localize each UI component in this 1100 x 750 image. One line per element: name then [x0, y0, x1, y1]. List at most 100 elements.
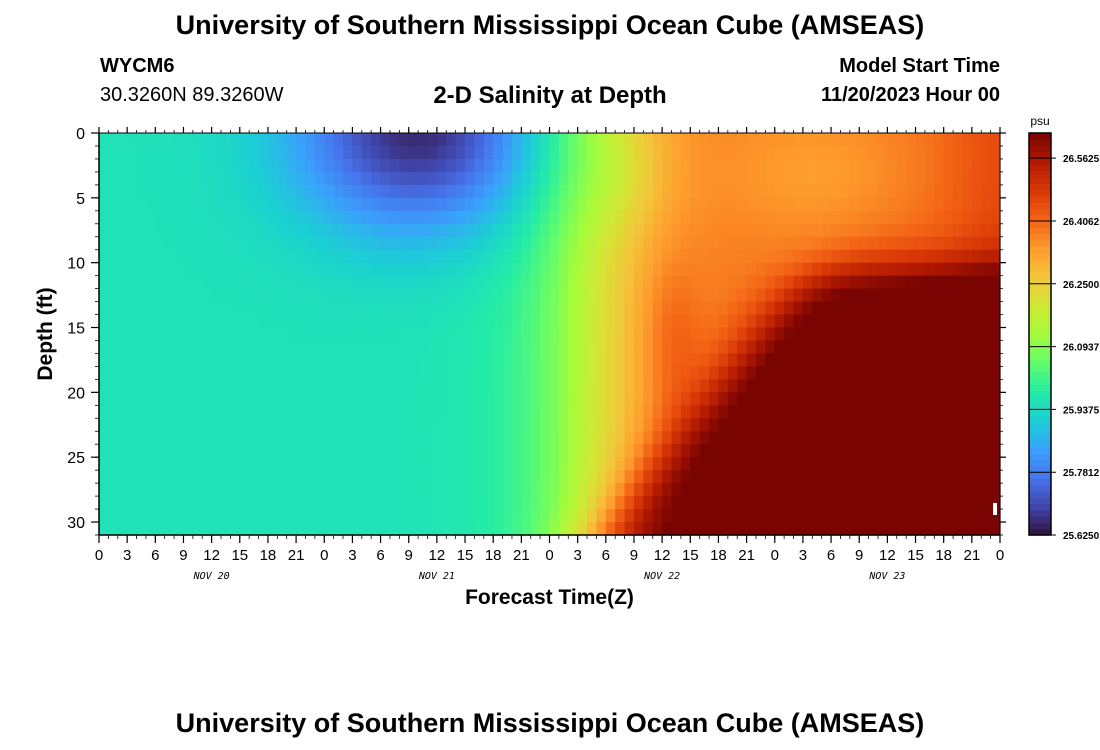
heatmap-cell — [896, 133, 907, 147]
heatmap-cell — [145, 418, 156, 432]
heatmap-cell — [624, 249, 635, 264]
heatmap-cell — [249, 457, 260, 471]
heatmap-cell — [727, 379, 738, 393]
heatmap-cell — [474, 145, 485, 160]
y-tick-label: 20 — [67, 385, 85, 402]
heatmap-cell — [915, 236, 926, 251]
heatmap-cell — [239, 509, 250, 523]
heatmap-cell — [962, 470, 973, 484]
heatmap-cell — [887, 522, 898, 536]
heatmap-cell — [765, 353, 776, 368]
heatmap-cell — [812, 392, 823, 406]
heatmap-cell — [202, 496, 213, 510]
heatmap-cell — [605, 379, 616, 393]
heatmap-cell — [915, 184, 926, 199]
heatmap-cell — [502, 327, 513, 342]
heatmap-cell — [821, 340, 832, 355]
heatmap-cell — [887, 444, 898, 458]
heatmap-cell — [502, 483, 513, 497]
heatmap-cell — [502, 353, 513, 368]
heatmap-cell — [981, 392, 992, 406]
heatmap-cell — [765, 457, 776, 471]
heatmap-cell — [887, 379, 898, 393]
x-tick-label: 0 — [95, 547, 103, 564]
heatmap-cell — [436, 210, 447, 225]
heatmap-cell — [136, 275, 147, 290]
heatmap-cell — [671, 327, 682, 342]
heatmap-cell — [784, 405, 795, 419]
heatmap-cell — [784, 483, 795, 497]
heatmap-cell — [418, 418, 429, 432]
heatmap-cell — [305, 379, 316, 393]
heatmap-cell — [361, 444, 372, 458]
heatmap-cell — [877, 405, 888, 419]
heatmap-cell — [624, 379, 635, 393]
heatmap-cell — [671, 340, 682, 355]
heatmap-cell — [746, 418, 757, 432]
heatmap-cell — [709, 145, 720, 160]
heatmap-cell — [155, 418, 166, 432]
heatmap-cell — [774, 444, 785, 458]
heatmap-cell — [361, 171, 372, 186]
heatmap-cell — [305, 522, 316, 536]
heatmap-cell — [408, 158, 419, 173]
heatmap-cell — [540, 184, 551, 199]
heatmap-cell — [305, 133, 316, 147]
heatmap-cell — [399, 184, 410, 199]
heatmap-cell — [192, 496, 203, 510]
heatmap-cell — [859, 301, 870, 316]
heatmap-cell — [868, 483, 879, 497]
heatmap-cell — [521, 314, 532, 329]
heatmap-cell — [953, 236, 964, 251]
heatmap-cell — [155, 405, 166, 419]
heatmap-cell — [371, 314, 382, 329]
heatmap-cell — [643, 236, 654, 251]
heatmap-cell — [418, 249, 429, 264]
heatmap-cell — [502, 392, 513, 406]
heatmap-cell — [859, 483, 870, 497]
heatmap-cell — [436, 522, 447, 536]
heatmap-cell — [868, 158, 879, 173]
heatmap-cell — [136, 210, 147, 225]
heatmap-cell — [221, 301, 231, 316]
heatmap-cell — [117, 145, 128, 160]
heatmap-cell — [596, 327, 607, 342]
heatmap-cell — [877, 171, 888, 186]
heatmap-cell — [277, 496, 288, 510]
heatmap-cell — [343, 340, 354, 355]
heatmap-cell — [643, 405, 654, 419]
heatmap-cell — [183, 133, 194, 147]
heatmap-cell — [924, 353, 935, 368]
heatmap-cell — [296, 249, 307, 264]
heatmap-cell — [746, 366, 757, 380]
heatmap-cell — [277, 184, 288, 199]
heatmap-cell — [286, 158, 297, 173]
heatmap-cell — [465, 392, 476, 406]
heatmap-cell — [849, 483, 860, 497]
heatmap-cell — [474, 496, 485, 510]
heatmap-cell — [812, 210, 823, 225]
heatmap-cell — [755, 236, 766, 251]
heatmap-cell — [718, 457, 729, 471]
heatmap-cell — [136, 314, 147, 329]
heatmap-cell — [164, 405, 175, 419]
heatmap-cell — [737, 133, 748, 147]
heatmap-cell — [108, 340, 119, 355]
heatmap-cell — [418, 288, 429, 303]
heatmap-cell — [680, 171, 691, 186]
heatmap-cell — [587, 522, 598, 536]
heatmap-cell — [192, 210, 203, 225]
heatmap-cell — [277, 223, 288, 238]
heatmap-cell — [568, 405, 579, 419]
heatmap-cell — [896, 340, 907, 355]
heatmap-cell — [718, 496, 729, 510]
heatmap-cell — [934, 314, 945, 329]
heatmap-cell — [418, 327, 429, 342]
heatmap-cell — [427, 353, 438, 368]
heatmap-cell — [408, 223, 419, 238]
heatmap-cell — [371, 236, 382, 251]
heatmap-cell — [718, 418, 729, 432]
heatmap-cell — [511, 496, 522, 510]
heatmap-cell — [802, 314, 813, 329]
heatmap-cell — [812, 145, 823, 160]
